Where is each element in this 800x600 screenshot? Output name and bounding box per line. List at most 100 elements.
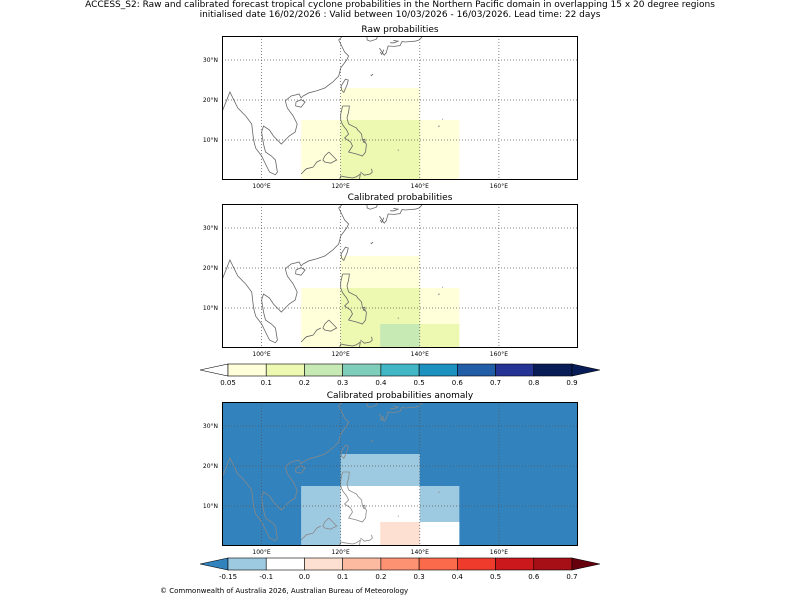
coastline [379, 204, 423, 224]
probability-cell [340, 454, 420, 486]
probability-cell [419, 324, 460, 348]
colorbar-segment [304, 557, 343, 571]
colorbar-tick-label: 0.9 [566, 379, 577, 387]
coastline [366, 36, 379, 42]
copyright-footer: © Commonwealth of Australia 2026, Austra… [160, 587, 409, 595]
y-tick-label: 20°N [203, 265, 218, 272]
coastline [322, 151, 338, 164]
coastline [438, 293, 440, 296]
colorbar-tick-label: 0.2 [299, 379, 310, 387]
panel-map-layer [222, 204, 578, 348]
colorbar-segment [418, 557, 458, 571]
coastline [390, 40, 400, 44]
coastline [322, 319, 338, 332]
panel-title-raw: Raw probabilities [361, 25, 439, 35]
x-tick-label: 100°E [252, 183, 270, 190]
coastline [360, 336, 373, 344]
colorbar-segment [227, 557, 267, 571]
colorbar-over-arrow [571, 557, 601, 571]
x-tick-label: 100°E [252, 351, 270, 358]
coastline [295, 465, 306, 474]
figure-title-line-1: ACCESS_S2: Raw and calibrated forecast t… [85, 0, 715, 10]
x-tick-label: 160°E [490, 183, 508, 190]
colorbar-tick-label: 0.3 [337, 379, 348, 387]
colorbar-segment [342, 363, 382, 377]
probability-cell [340, 88, 420, 120]
probability-cell [380, 522, 420, 546]
colorbar-tick-label: -0.15 [219, 573, 237, 581]
colorbar-segment [380, 363, 420, 377]
coastline [366, 402, 379, 408]
colorbar-segment [533, 557, 573, 571]
panel-frame [222, 36, 578, 180]
coastline [340, 78, 349, 94]
figure-title-line-2: initialised date 16/02/2026 : Valid betw… [199, 10, 601, 20]
panel-title-anomaly: Calibrated probabilities anomaly [327, 391, 474, 401]
coastline [390, 406, 400, 410]
colorbar-tick-label: 0.05 [220, 379, 236, 387]
colorbar-tick-label: 0.1 [261, 379, 272, 387]
x-tick-label: 160°E [490, 549, 508, 556]
coastline [340, 273, 367, 325]
coastline [340, 444, 349, 460]
x-tick-label: 120°E [332, 183, 350, 190]
colorbar-segment [418, 363, 458, 377]
coastline [390, 208, 400, 212]
colorbar-segment [533, 363, 573, 377]
colorbar-segment [227, 363, 267, 377]
coastline [362, 138, 366, 143]
colorbar-tick-label: 0.8 [528, 379, 539, 387]
coastline [300, 159, 322, 175]
coastline [322, 517, 338, 530]
coastline [438, 125, 440, 128]
coastline [379, 415, 385, 422]
probability-cell [380, 324, 420, 348]
colorbar-tick-label: 0.7 [566, 573, 577, 581]
coastline [370, 241, 374, 245]
x-tick-label: 100°E [252, 549, 270, 556]
panel-frame [222, 402, 578, 546]
y-tick-label: 30°N [203, 57, 218, 64]
x-tick-label: 140°E [411, 549, 429, 556]
y-tick-label: 20°N [203, 463, 218, 470]
coastline [340, 105, 367, 157]
colorbar-over-arrow [571, 363, 601, 377]
x-tick-label: 140°E [411, 351, 429, 358]
y-tick-label: 20°N [203, 97, 218, 104]
colorbar-tick-label: 0.5 [490, 573, 501, 581]
coastline [362, 504, 366, 509]
coastline [340, 246, 349, 262]
colorbar-tick-label: 0.2 [375, 573, 386, 581]
colorbar-tick-label: 0.1 [337, 573, 348, 581]
coastline [360, 168, 373, 176]
coastline [360, 534, 373, 542]
coastline [379, 36, 423, 56]
panel-title-calibrated: Calibrated probabilities [348, 193, 453, 203]
colorbar-segment [380, 557, 420, 571]
x-tick-label: 120°E [332, 351, 350, 358]
y-tick-label: 30°N [203, 423, 218, 430]
colorbar-segment [457, 363, 496, 377]
coastline [379, 49, 385, 56]
probability-cell [419, 522, 460, 546]
coastline [340, 471, 367, 523]
coastline [300, 327, 322, 343]
y-tick-label: 10°N [203, 503, 218, 510]
colorbar-tick-label: 0.4 [452, 573, 464, 581]
colorbar-segment [265, 557, 305, 571]
panel-map-layer [222, 36, 578, 180]
colorbar-tick-label: 0.6 [452, 379, 464, 387]
colorbar-under-arrow [199, 557, 229, 571]
coastline [379, 217, 385, 224]
colorbar-under-arrow [199, 363, 229, 377]
panel-frame [222, 204, 578, 348]
colorbar-tick-label: 0.7 [490, 379, 501, 387]
colorbar-tick-label: 0.4 [375, 379, 387, 387]
coastline [366, 204, 379, 210]
coastline [222, 402, 350, 542]
y-tick-label: 30°N [203, 225, 218, 232]
colorbar-segment [457, 557, 496, 571]
coastline [295, 99, 306, 108]
coastline [295, 267, 306, 276]
coastline [379, 402, 423, 422]
